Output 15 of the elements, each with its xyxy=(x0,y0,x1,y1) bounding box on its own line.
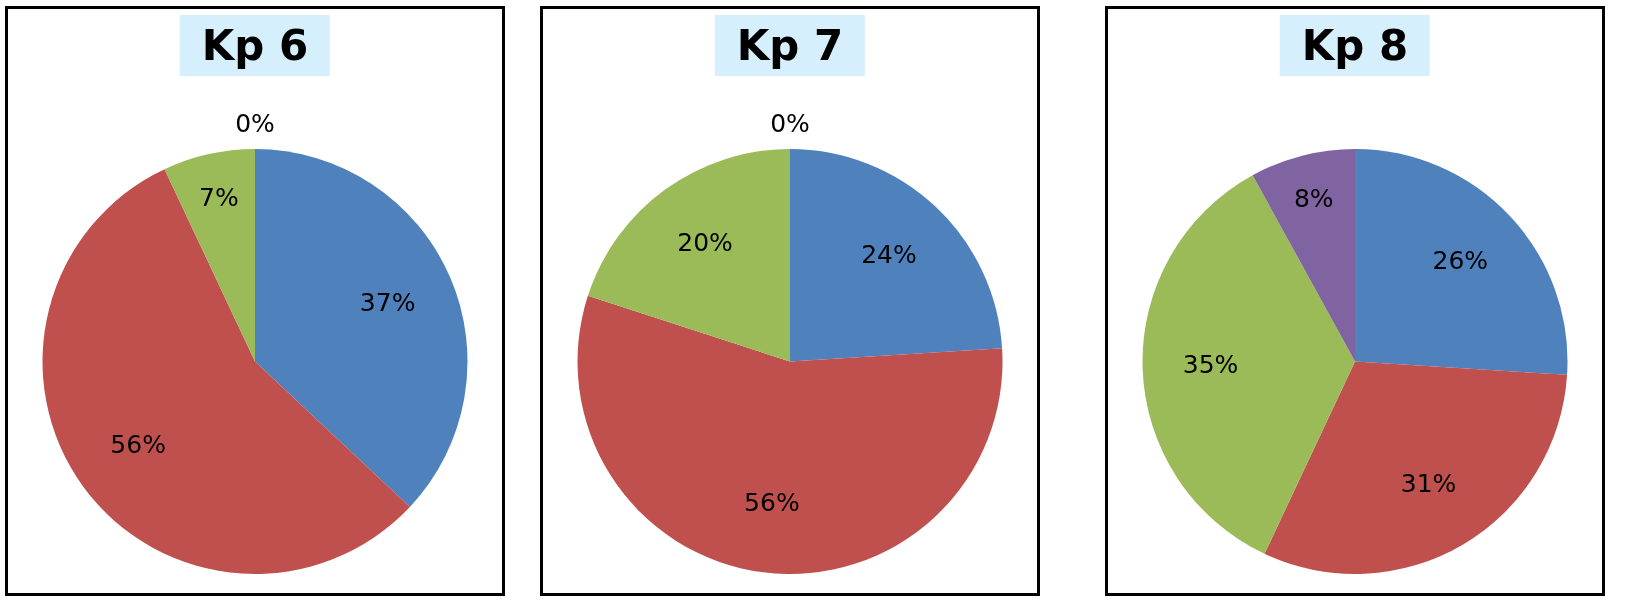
data-label: 37% xyxy=(359,287,416,317)
chart-title: Kp 8 xyxy=(1279,15,1431,76)
chart-title: Kp 7 xyxy=(714,15,866,76)
text: 0% xyxy=(235,108,275,138)
data-label: 56% xyxy=(744,488,800,518)
chart-title: Kp 6 xyxy=(179,15,331,76)
data-label: 35% xyxy=(1182,349,1239,379)
data-label: 20% xyxy=(677,228,733,258)
data-label: 56% xyxy=(110,429,166,459)
text: 0% xyxy=(770,108,810,138)
data-label: 8% xyxy=(1293,184,1334,214)
data-label: 26% xyxy=(1432,246,1489,276)
data-label: 7% xyxy=(199,183,239,213)
data-label: 31% xyxy=(1400,469,1457,499)
data-label: 24% xyxy=(861,239,917,269)
